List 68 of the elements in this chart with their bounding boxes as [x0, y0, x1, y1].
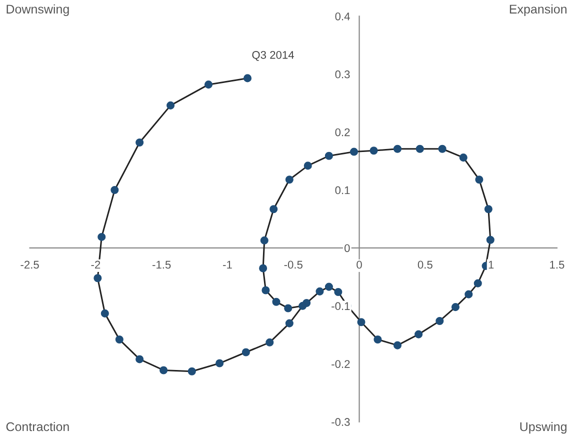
- x-tick-label: -1: [223, 260, 232, 269]
- x-tick-label: -2.5: [20, 260, 39, 269]
- y-tick-label: -0.1: [332, 302, 350, 310]
- y-tick-label: -0.3: [332, 418, 350, 426]
- point: [334, 288, 342, 296]
- point: [374, 335, 382, 344]
- point: [160, 366, 168, 374]
- point: [166, 101, 175, 110]
- point: [484, 205, 492, 214]
- point: [285, 319, 294, 328]
- point: [316, 287, 324, 296]
- y-tick-label: 0.3: [335, 70, 350, 78]
- y-tick-label: 0: [344, 244, 350, 252]
- point: [136, 138, 144, 147]
- annotation: Q3 2014: [252, 51, 294, 61]
- x-tick-label: 0: [356, 260, 362, 269]
- point: [464, 290, 473, 298]
- point: [393, 144, 402, 153]
- point: [474, 279, 482, 288]
- text: Downswing: [6, 4, 69, 16]
- point: [324, 282, 333, 291]
- point: [486, 236, 494, 244]
- y-tick-label: -0.2: [332, 360, 350, 368]
- x-tick-label: -1.5: [152, 260, 171, 269]
- point: [357, 318, 366, 326]
- point: [100, 309, 109, 318]
- x-tick-label: 0.5: [418, 260, 432, 269]
- x-tick-label: 1.5: [550, 260, 564, 269]
- point: [270, 205, 278, 214]
- point: [216, 359, 224, 368]
- point: [94, 274, 102, 282]
- point: [98, 232, 106, 241]
- point: [188, 367, 196, 376]
- x-tick-label: 1: [488, 260, 494, 269]
- point: [110, 186, 119, 194]
- text: Contraction: [6, 422, 69, 432]
- point: [266, 338, 274, 346]
- point: [259, 264, 268, 272]
- point: [243, 74, 252, 82]
- point: [459, 154, 468, 162]
- point: [438, 144, 446, 153]
- point: [260, 236, 268, 244]
- point: [350, 148, 358, 156]
- point: [285, 176, 294, 184]
- point: [262, 286, 270, 294]
- x-tick-label: -0.5: [284, 260, 302, 269]
- text: Expansion: [510, 4, 566, 16]
- point: [272, 298, 280, 306]
- point: [393, 341, 402, 350]
- point: [451, 303, 460, 312]
- point: [242, 348, 250, 356]
- point: [414, 330, 423, 338]
- point: [475, 176, 484, 184]
- point: [204, 80, 213, 89]
- point: [436, 316, 444, 325]
- point: [370, 146, 378, 155]
- point: [416, 144, 424, 153]
- point: [304, 162, 312, 170]
- text: Upswing: [520, 422, 566, 434]
- y-tick-label: 0.1: [335, 186, 350, 194]
- y-tick-label: 0.2: [335, 128, 350, 136]
- point: [284, 304, 292, 312]
- point: [324, 152, 333, 160]
- point: [115, 335, 124, 344]
- y-tick-label: 0.4: [335, 12, 350, 20]
- x-tick-label: -2: [91, 260, 100, 269]
- point: [136, 355, 144, 364]
- point: [298, 302, 307, 310]
